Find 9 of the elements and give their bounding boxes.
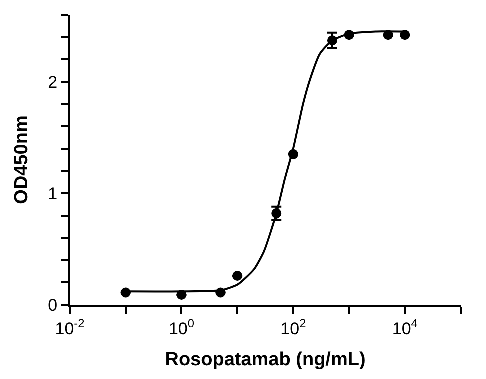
y-axis-title: OD450nm [11, 116, 32, 204]
y-tick-label: 2 [48, 72, 58, 92]
x-tick-label: 10$^{0}$ [168, 316, 195, 338]
x-tick-label: 10$^{2}$ [280, 316, 307, 338]
x-tick-label: 10$^{4}$ [392, 316, 418, 338]
y-tick-label: 1 [48, 184, 58, 204]
y-tick-label: 0 [48, 296, 58, 315]
x-axis-title: Rosopatamab (ng/mL) [165, 350, 366, 371]
x-tick-label: 10$^{-2}$ [55, 316, 86, 338]
